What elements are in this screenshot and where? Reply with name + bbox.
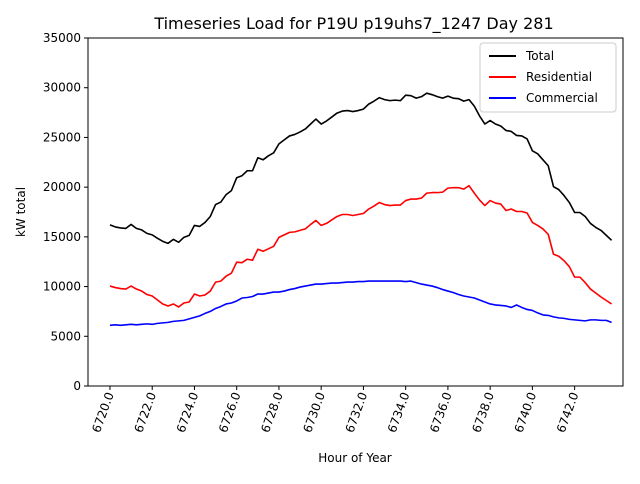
series-lines	[109, 92, 613, 327]
y-tick-label: 5000	[50, 329, 81, 343]
legend: Total Residential Commercial	[479, 42, 617, 113]
y-axis: 0 5000 10000 15000 20000 25000 30000 35000	[43, 31, 88, 393]
y-tick-label: 25000	[43, 130, 81, 144]
legend-label-residential: Residential	[526, 70, 592, 84]
y-tick-label: 30000	[43, 81, 81, 95]
y-tick-label: 20000	[43, 180, 81, 194]
y-tick-label: 15000	[43, 230, 81, 244]
x-tick-label: 6722.0	[132, 390, 160, 434]
x-tick-label: 6740.0	[512, 390, 540, 434]
y-tick-label: 35000	[43, 31, 81, 45]
y-tick-label: 10000	[43, 280, 81, 294]
legend-label-total: Total	[525, 49, 554, 63]
x-tick-label: 6720.0	[89, 390, 117, 434]
series-line-total	[109, 92, 613, 245]
x-tick-label: 6730.0	[300, 390, 328, 434]
x-tick-label: 6734.0	[385, 390, 413, 434]
x-tick-label: 6736.0	[427, 390, 455, 434]
x-axis-label: Hour of Year	[318, 451, 392, 465]
x-tick-label: 6738.0	[469, 390, 497, 434]
y-tick-label: 0	[73, 379, 81, 393]
x-tick-label: 6732.0	[343, 390, 371, 434]
legend-frame	[479, 42, 617, 113]
x-tick-label: 6724.0	[174, 390, 202, 434]
x-tick-label: 6728.0	[258, 390, 286, 434]
series-line-commercial	[109, 280, 612, 327]
chart-title: Timeseries Load for P19U p19uhs7_1247 Da…	[153, 14, 553, 34]
legend-label-commercial: Commercial	[526, 91, 598, 105]
x-tick-label: 6742.0	[554, 390, 582, 434]
x-tick-label: 6726.0	[216, 390, 244, 434]
y-axis-label: kW total	[14, 187, 28, 237]
x-axis: 6720.0 6722.0 6724.0 6726.0 6728.0 6730.0 6732…	[89, 386, 581, 434]
series-line-residential	[109, 184, 613, 308]
